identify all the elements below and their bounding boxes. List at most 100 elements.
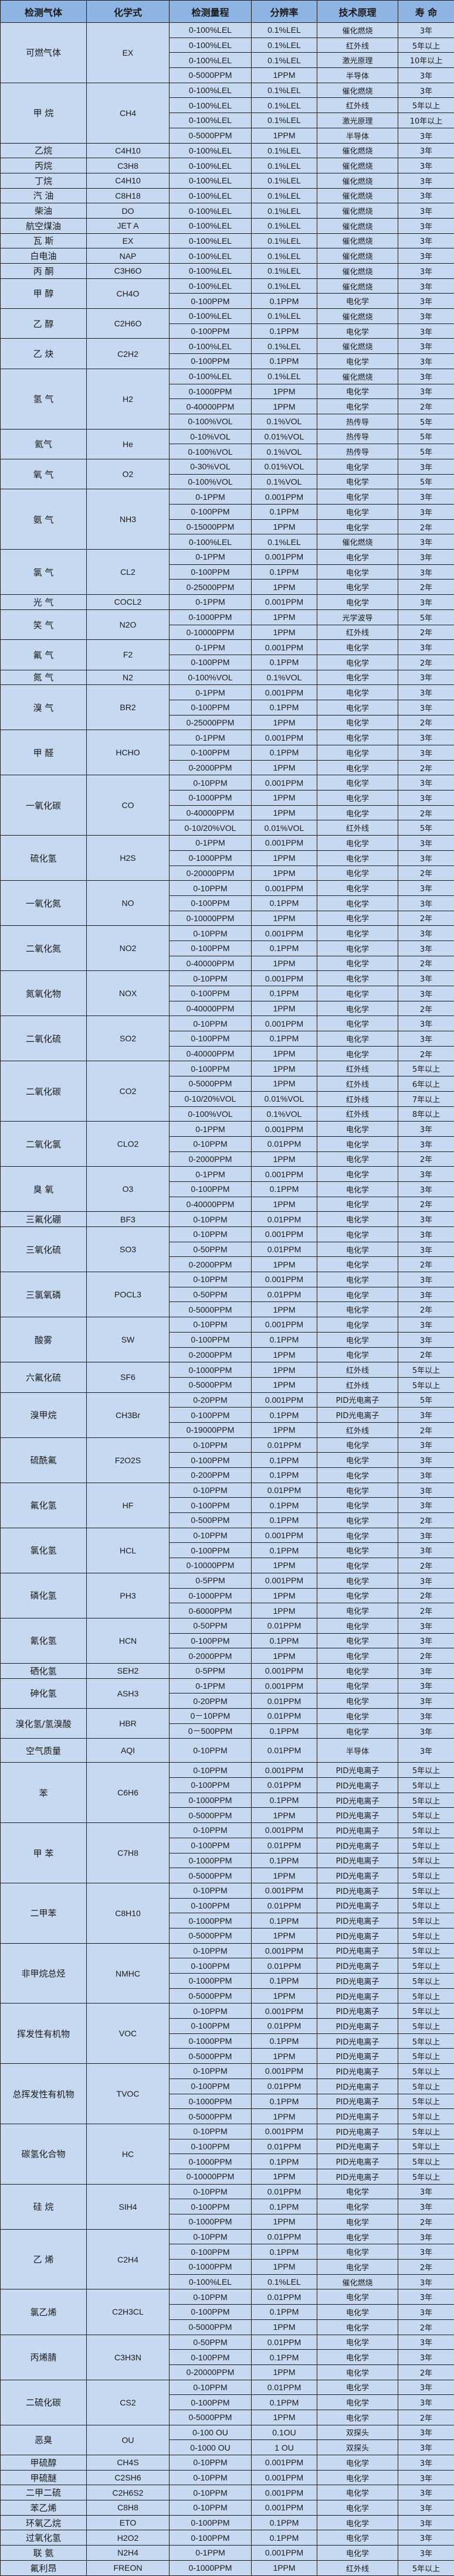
principle-cell: 电化学 [317,1001,398,1016]
life-cell: 5年 [398,1392,454,1408]
formula-cell: C4H10 [87,143,170,158]
principle-cell: 电化学 [317,2244,398,2260]
range-cell: 0-100PPM [170,700,252,715]
principle-cell: 催化燃烧 [317,218,398,233]
formula-cell: HCL [87,1528,170,1573]
resolution-cell: 1PPM [252,384,317,399]
life-cell: 3年 [398,264,454,279]
resolution-cell: 0.1PPM [252,1181,317,1197]
resolution-cell: 0.001PPM [252,2064,317,2079]
range-cell: 0-1000PPM [170,2094,252,2109]
principle-cell: 电化学 [317,700,398,715]
formula-cell: SEH2 [87,1663,170,1678]
formula-cell: CH4S [87,2455,170,2471]
life-cell: 2年 [398,956,454,971]
range-cell: 0-100PPM [170,1332,252,1347]
range-cell: 0-40000PPM [170,399,252,414]
principle-cell: 电化学 [317,1332,398,1347]
range-cell: 0-50PPM [170,1618,252,1633]
range-cell: 0-20PPM [170,1694,252,1709]
principle-cell: 电化学 [317,1648,398,1664]
life-cell: 5年以上 [398,1853,454,1868]
life-cell: 3年 [398,1678,454,1694]
range-cell: 0-100PPM [170,354,252,369]
principle-cell: 电化学 [317,1558,398,1573]
resolution-cell: 0.01PPM [252,1898,317,1913]
life-cell: 5年以上 [398,98,454,113]
resolution-cell: 0.01PPM [252,1136,317,1151]
life-cell: 2年 [398,1046,454,1061]
formula-cell: BF3 [87,1212,170,1227]
principle-cell: 电化学 [317,1031,398,1047]
resolution-cell: 0.01PPM [252,1242,317,1257]
principle-cell: 电化学 [317,323,398,339]
resolution-cell: 1PPM [252,760,317,775]
resolution-cell: 0.1%VOL [252,670,317,685]
principle-cell: PID光电离子 [317,1943,398,1958]
principle-cell: 催化燃烧 [317,158,398,173]
principle-cell: 红外线 [317,625,398,640]
range-cell: 0-2000PPM [170,1257,252,1272]
life-cell: 3年 [398,534,454,550]
life-cell: 5年以上 [398,2169,454,2184]
range-cell: 0-100PPM [170,2515,252,2530]
resolution-cell: 0.1%LEL [252,218,317,233]
principle-cell: 红外线 [317,98,398,113]
resolution-cell: 1PPM [252,1603,317,1618]
principle-cell: 电化学 [317,956,398,971]
resolution-cell: 0.01PPM [252,1709,317,1724]
range-cell: 0-1PPM [170,640,252,655]
gas-name-cell: 溴甲烷 [1,1392,87,1437]
principle-cell: 电化学 [317,2305,398,2320]
life-cell: 3年 [398,941,454,956]
range-cell: 0-1PPM [170,595,252,610]
resolution-cell: 0.01%VOL [252,459,317,474]
gas-name-cell: 柴油 [1,203,87,219]
life-cell: 3年 [398,1739,454,1763]
gas-name-cell: 氧 气 [1,459,87,489]
range-cell: 0-19000PPM [170,1422,252,1437]
resolution-cell: 1PPM [252,1988,317,2003]
gas-name-cell: 甲硫醇 [1,2455,87,2471]
formula-cell: NH3 [87,489,170,550]
resolution-cell: 1PPM [252,2364,317,2380]
life-cell: 3年 [398,1709,454,1724]
life-cell: 2年 [398,1302,454,1317]
life-cell: 3年 [398,595,454,610]
formula-cell: DO [87,203,170,219]
resolution-cell: 0.01PPM [252,1694,317,1709]
life-cell: 3年 [398,309,454,324]
resolution-cell: 0.01PPM [252,1483,317,1498]
principle-cell: 电化学 [317,2319,398,2335]
principle-cell: 红外线 [317,38,398,53]
resolution-cell: 0.1%LEL [252,203,317,219]
range-cell: 0-10PPM [170,1883,252,1898]
range-cell: 0-5000PPM [170,1377,252,1392]
life-cell: 5年以上 [398,1377,454,1392]
life-cell: 2年 [398,2319,454,2335]
resolution-cell: 0.1%LEL [252,113,317,128]
principle-cell: PID光电离子 [317,2019,398,2034]
range-cell: 0-1PPM [170,685,252,700]
range-cell: 0-100%LEL [170,264,252,279]
resolution-cell: 0.1PPM [252,895,317,911]
principle-cell: 催化燃烧 [317,369,398,384]
principle-cell: PID光电离子 [317,2109,398,2124]
gas-name-cell: 挥发性有机物 [1,2003,87,2064]
life-cell: 3年 [398,550,454,565]
gas-name-cell: 溴 气 [1,685,87,730]
principle-cell: 电化学 [317,1302,398,1317]
gas-name-cell: 恶臭 [1,2425,87,2455]
range-cell: 0-100%LEL [170,248,252,264]
life-cell: 3年 [398,2485,454,2500]
principle-cell: 电化学 [317,384,398,399]
range-cell: 0-50PPM [170,1242,252,1257]
range-cell: 0-100PPM [170,2199,252,2214]
range-cell: 0-5000PPM [170,1988,252,2003]
